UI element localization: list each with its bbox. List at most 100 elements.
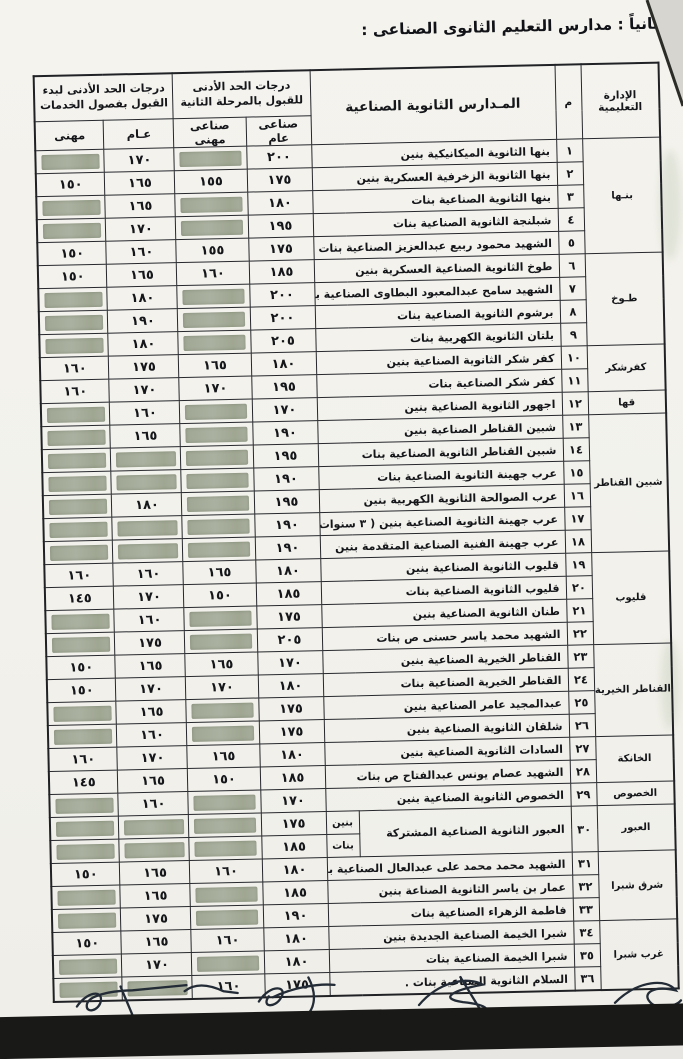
grade-cell: ١٦٠ xyxy=(176,261,250,286)
grade-cell: ١٨٥ xyxy=(262,880,328,905)
redacted-grade xyxy=(195,886,258,903)
redacted-grade xyxy=(183,334,246,351)
grade-cell: ١٧٠ xyxy=(185,674,259,700)
row-number-cell: ٢١ xyxy=(566,598,593,623)
grade-cell: ١٧٠ xyxy=(260,788,326,813)
gender-label-cell: بنات xyxy=(326,833,360,858)
grade-cell: ١٧٠ xyxy=(251,397,318,423)
grade-cell xyxy=(179,399,253,424)
grade-cell xyxy=(38,287,108,312)
redacted-grade xyxy=(187,495,249,512)
grade-cell: ١٦٠ xyxy=(106,239,177,265)
grade-cell: ١٨٠ xyxy=(259,742,325,767)
redacted-grade xyxy=(49,521,108,538)
grade-cell xyxy=(178,330,251,355)
grade-cell: ١٦٠ xyxy=(118,791,189,817)
redacted-grade xyxy=(55,797,114,814)
grade-cell xyxy=(47,701,117,726)
grade-cell xyxy=(41,425,111,450)
grade-cell xyxy=(49,816,120,841)
grade-cell: ١٦٥ xyxy=(185,651,258,677)
grade-cell xyxy=(177,307,251,332)
grade-cell: ١٧٠ xyxy=(179,376,252,401)
grade-cell: ١٥٠ xyxy=(46,678,117,703)
grade-cell xyxy=(181,468,254,493)
redacted-grade xyxy=(41,153,100,170)
row-number-cell: ٩ xyxy=(560,322,587,347)
grade-cell: ١٥٥ xyxy=(176,238,249,263)
grade-cell xyxy=(43,540,114,565)
row-number-cell: ٣ xyxy=(557,184,584,209)
grade-cell: ١٩٠ xyxy=(253,466,319,492)
grade-cell: ١٦٥ xyxy=(117,768,189,794)
grade-cell: ١٧٥ xyxy=(108,354,180,380)
header-general: عـام xyxy=(103,118,175,150)
redacted-grade xyxy=(192,725,254,742)
grade-cell: ١٩٥ xyxy=(251,374,317,400)
grade-cell: ١٧٠ xyxy=(117,745,188,771)
school-name-cell: العبور الثانوية الصناعية المشتركة xyxy=(358,806,572,857)
grade-cell xyxy=(35,149,105,174)
redacted-grade xyxy=(53,705,112,722)
header-row-number: م xyxy=(554,64,583,140)
header-industrial-vocational: صناعى مهنى xyxy=(173,117,247,148)
redacted-grade xyxy=(182,288,245,305)
admin-cell: شبين القناطر xyxy=(588,413,670,553)
grade-cell xyxy=(182,537,256,562)
header-schools: المـدارس الثانوية الصناعية xyxy=(309,64,557,145)
row-number-cell: ١٧ xyxy=(564,506,591,531)
grade-cell xyxy=(184,606,257,631)
grade-cell: ١٧٥ xyxy=(256,604,322,630)
redacted-grade xyxy=(57,912,116,929)
grade-cell: ١٧٠ xyxy=(104,147,175,173)
row-number-cell: ١٥ xyxy=(563,460,590,485)
redacted-grade xyxy=(46,406,105,423)
grade-cell xyxy=(45,632,116,657)
grade-cell: ١٦٠ xyxy=(189,858,263,884)
redacted-grade xyxy=(196,909,258,926)
row-number-cell: ٢٣ xyxy=(567,644,594,669)
grade-cell xyxy=(188,789,261,815)
grade-cell: ١٦٥ xyxy=(178,353,252,378)
redacted-grade xyxy=(185,426,248,443)
grade-cell xyxy=(175,215,249,240)
grade-cell: ١٧٥ xyxy=(114,630,186,656)
redacted-grade xyxy=(49,544,108,561)
grade-cell: ١٨٠ xyxy=(247,190,313,216)
header-services-group: درجات الحد الأدنى لبدء القبول بفصول الخد… xyxy=(33,73,174,122)
grade-cell xyxy=(51,885,121,910)
admin-cell: القناطر الخيرية xyxy=(593,642,674,737)
row-number-cell: ٦ xyxy=(558,253,586,278)
redacted-grade xyxy=(118,542,178,559)
row-number-cell: ٢ xyxy=(556,161,584,186)
row-number-cell: ٢٤ xyxy=(567,667,595,692)
row-number-cell: ٨ xyxy=(559,299,587,324)
admin-cell: قها xyxy=(587,390,667,415)
grade-cell xyxy=(181,491,255,516)
page-corner-fold xyxy=(645,0,683,107)
row-number-cell: ١١ xyxy=(561,368,588,393)
grade-cell xyxy=(184,629,258,654)
grade-cell xyxy=(112,538,184,564)
redacted-grade xyxy=(185,403,247,420)
grade-cell: ٢٠٥ xyxy=(256,627,323,652)
grade-cell xyxy=(51,908,122,933)
admin-cell: قليوب xyxy=(591,550,672,645)
grade-cell: ١٥٥ xyxy=(174,169,248,194)
row-number-cell: ١٢ xyxy=(561,391,589,416)
grade-cell: ١٨٥ xyxy=(261,834,327,859)
redacted-grade xyxy=(187,518,250,535)
grade-cell: ٢٠٠ xyxy=(246,144,312,170)
grade-cell: ١٦٥ xyxy=(120,883,191,909)
grade-cell xyxy=(47,724,118,749)
admin-cell: طـوخ xyxy=(584,252,665,346)
admin-cell: الخانكة xyxy=(595,734,675,783)
grade-cell: ١٨٠ xyxy=(257,673,324,698)
grade-cell: ١٦٠ xyxy=(39,356,110,381)
grade-cell: ١٦٠ xyxy=(109,400,181,426)
grade-cell: ١٩٠ xyxy=(262,903,329,928)
grade-cell xyxy=(186,697,259,723)
row-number-cell: ١٣ xyxy=(562,414,589,439)
grade-cell xyxy=(111,469,182,495)
